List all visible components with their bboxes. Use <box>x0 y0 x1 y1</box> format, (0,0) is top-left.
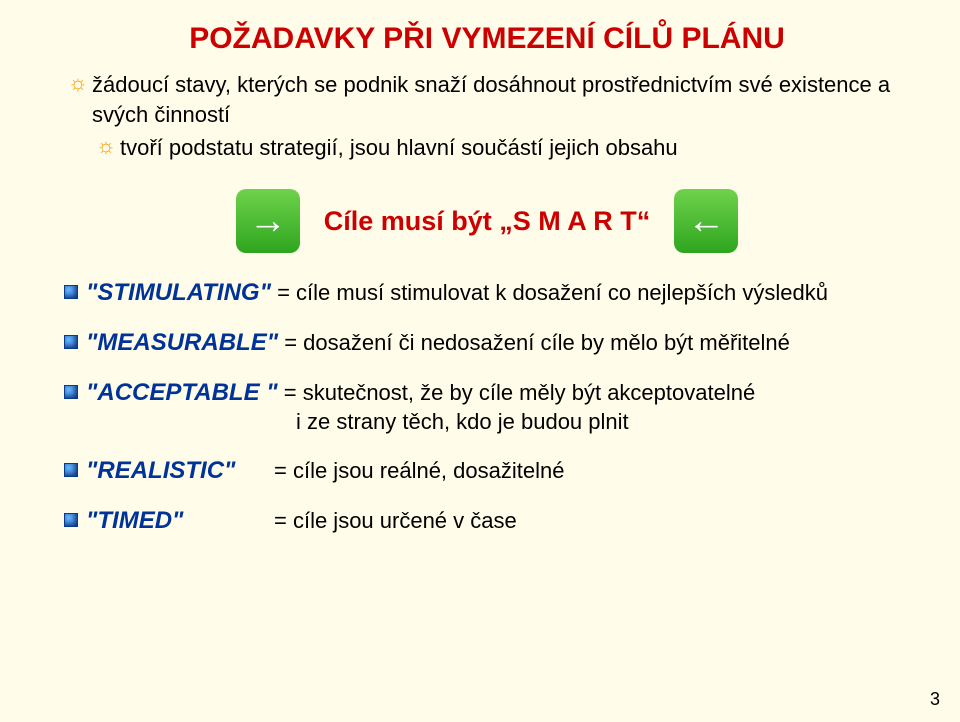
def-two-col: "REALISTIC" = cíle jsou reálné, dosažite… <box>64 457 910 535</box>
intro-line-2: ☼ tvoří podstatu strategií, jsou hlavní … <box>92 133 910 163</box>
intro-text-1: žádoucí stavy, kterých se podnik snaží d… <box>92 70 910 129</box>
square-bullet-icon <box>64 513 78 527</box>
intro-text-2: tvoří podstatu strategií, jsou hlavní so… <box>120 133 678 163</box>
term-realistic: "REALISTIC" <box>86 457 235 485</box>
term-acceptable: "ACCEPTABLE " <box>86 379 278 406</box>
arrow-glyph-left: ← <box>687 200 725 243</box>
square-bullet-icon <box>64 285 78 299</box>
rest-realistic: = cíle jsou reálné, dosažitelné <box>274 458 910 484</box>
page-number: 3 <box>930 689 940 710</box>
square-bullet-icon <box>64 463 78 477</box>
term-timed: "TIMED" <box>86 507 183 535</box>
arrow-left-icon: ← <box>674 189 738 253</box>
sun-icon: ☼ <box>92 133 120 159</box>
intro-line-1: ☼ žádoucí stavy, kterých se podnik snaží… <box>64 70 910 129</box>
def-stimulating: "STIMULATING" = cíle musí stimulovat k d… <box>64 279 910 307</box>
term-stimulating: "STIMULATING" <box>86 279 271 306</box>
smart-row: → Cíle musí být „S M A R T“ ← <box>64 189 910 253</box>
sun-icon: ☼ <box>64 70 92 96</box>
arrow-right-icon: → <box>236 189 300 253</box>
sub-acceptable: i ze strany těch, kdo je budou plnit <box>296 409 910 435</box>
page-title: POŽADAVKY PŘI VYMEZENÍ CÍLŮ PLÁNU <box>64 22 910 56</box>
rest-timed: = cíle jsou určené v čase <box>274 508 910 534</box>
smart-quoted: „S M A R T“ <box>499 206 650 236</box>
rest-acceptable: = skutečnost, že by cíle měly být akcept… <box>284 380 755 405</box>
rest-stimulating: = cíle musí stimulovat k dosažení co nej… <box>277 280 828 305</box>
def-timed-term: "TIMED" <box>64 507 274 535</box>
rest-measurable: = dosažení či nedosažení cíle by mělo bý… <box>284 330 790 355</box>
def-realistic-term: "REALISTIC" <box>64 457 274 485</box>
arrow-glyph-right: → <box>249 200 287 243</box>
term-measurable: "MEASURABLE" <box>86 329 278 356</box>
def-acceptable: "ACCEPTABLE " = skutečnost, že by cíle m… <box>64 379 910 435</box>
def-measurable: "MEASURABLE" = dosažení či nedosažení cí… <box>64 329 910 357</box>
square-bullet-icon <box>64 385 78 399</box>
square-bullet-icon <box>64 335 78 349</box>
smart-heading: Cíle musí být „S M A R T“ <box>324 206 651 237</box>
smart-prefix: Cíle musí být <box>324 206 500 236</box>
